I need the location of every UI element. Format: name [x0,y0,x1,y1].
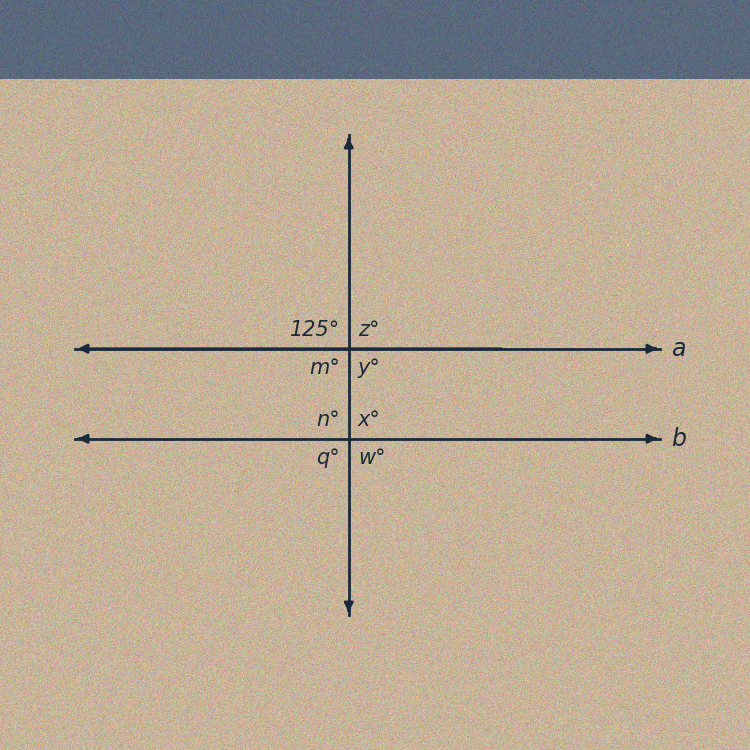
Text: b: b [671,427,686,451]
Text: q°: q° [316,448,340,468]
Text: a: a [671,337,686,361]
Text: z°: z° [358,320,380,340]
Text: x°: x° [358,410,380,430]
Text: n°: n° [316,410,340,430]
Text: 125°: 125° [290,320,340,340]
Text: m°: m° [309,358,340,378]
Text: w°: w° [358,448,386,468]
Text: y°: y° [358,358,380,378]
